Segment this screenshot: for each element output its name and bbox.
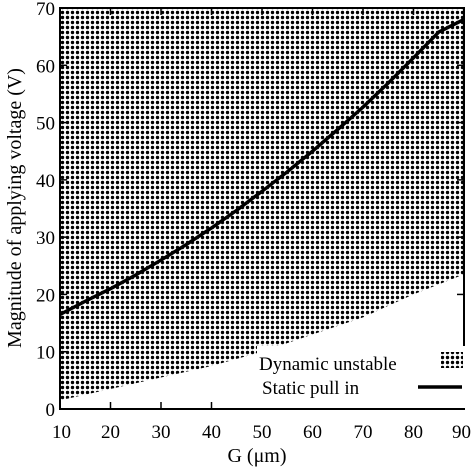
x-tick-label: 10	[52, 422, 71, 443]
x-axis-title: G (μm)	[227, 445, 286, 467]
x-tick-label: 30	[152, 422, 171, 443]
y-tick-label: 30	[36, 228, 55, 249]
x-tick-label: 20	[101, 422, 120, 443]
x-tick-label: 90	[452, 422, 471, 443]
y-tick-label: 20	[36, 285, 55, 306]
legend-label-dynamic-unstable: Dynamic unstable	[259, 354, 397, 375]
x-tick-label: 60	[303, 422, 322, 443]
y-tick-label: 50	[36, 114, 55, 135]
x-tick-label: 40	[202, 422, 221, 443]
y-tick-label: 60	[36, 56, 55, 77]
legend-label-static-pull-in: Static pull in	[262, 378, 360, 399]
x-tick-label: 80	[404, 422, 423, 443]
legend-swatch-dynamic-unstable	[441, 352, 463, 368]
static-pull-in-line	[59, 17, 465, 316]
y-tick-label: 40	[36, 171, 55, 192]
y-tick-label: 10	[36, 343, 55, 364]
y-axis-title: Magnitude of applying voltage (V)	[4, 68, 26, 348]
plot-area	[59, 7, 465, 410]
x-tick-label: 70	[354, 422, 373, 443]
x-tick-label: 50	[253, 422, 272, 443]
y-tick-label: 70	[36, 0, 55, 20]
legend-background	[257, 346, 467, 408]
legend: Dynamic unstable Static pull in	[257, 346, 467, 408]
y-tick-label: 0	[46, 400, 56, 421]
